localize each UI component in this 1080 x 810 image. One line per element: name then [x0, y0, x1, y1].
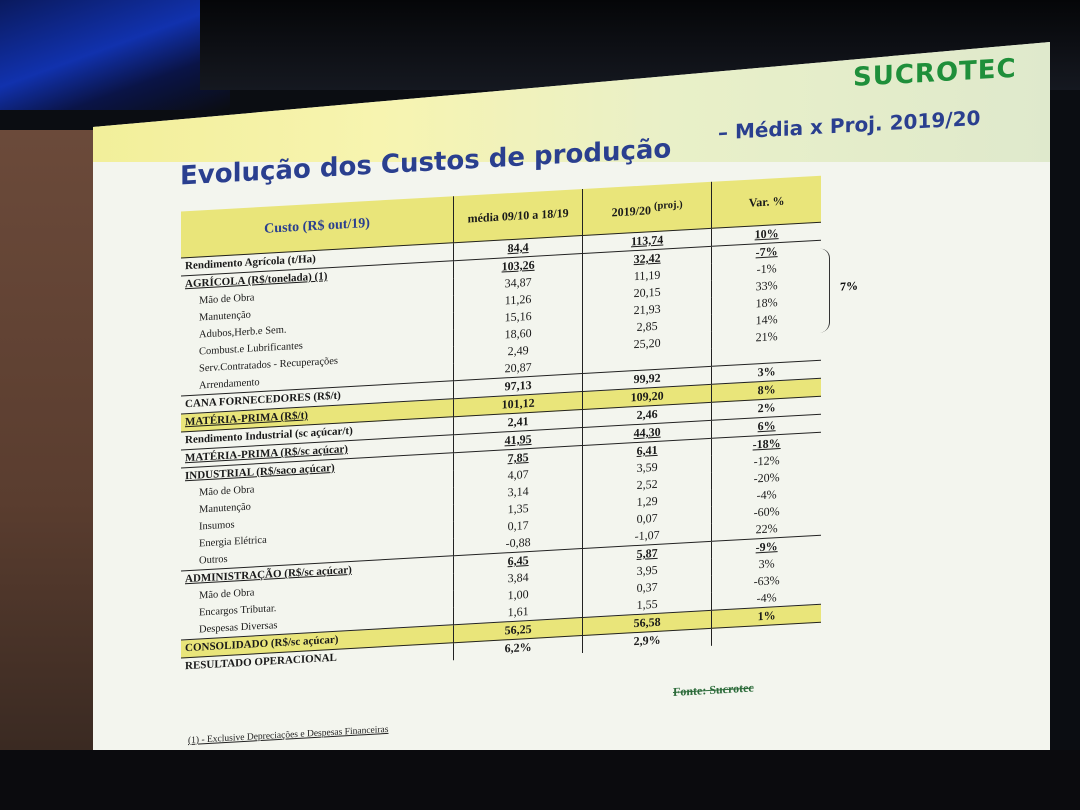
header-col3: Var. %: [711, 175, 821, 229]
table-body: Rendimento Agrícola (t/Ha) 84,4 113,74 10% A…: [181, 222, 821, 676]
header-col1-text: média 09/10 a 18/19: [467, 205, 569, 226]
room-floor-shadow: [0, 750, 1080, 810]
cost-table: Custo (R$ out/19) média 09/10 a 18/19 20…: [181, 175, 821, 676]
sucrotec-logo: SUCROTEC: [853, 53, 1017, 93]
slide-title: Evolução dos Custos de produção: [180, 134, 672, 192]
header-col2: 2019/20 (proj.): [582, 181, 712, 236]
bracket-mark: [815, 248, 830, 334]
header-col2-note: (proj.): [653, 198, 683, 212]
header-col1: média 09/10 a 18/19: [453, 189, 583, 243]
wall-left: [0, 130, 110, 750]
slide-subtitle: – Média x Proj. 2019/20: [718, 105, 981, 145]
bracket-percent: 7%: [840, 278, 858, 294]
source-note: Fonte: Sucrotec: [673, 680, 754, 699]
header-col2-text: 2019/20: [611, 202, 651, 219]
room-lighting-left: [0, 0, 230, 110]
slide: SUCROTEC Evolução dos Custos de produção…: [118, 0, 1048, 750]
